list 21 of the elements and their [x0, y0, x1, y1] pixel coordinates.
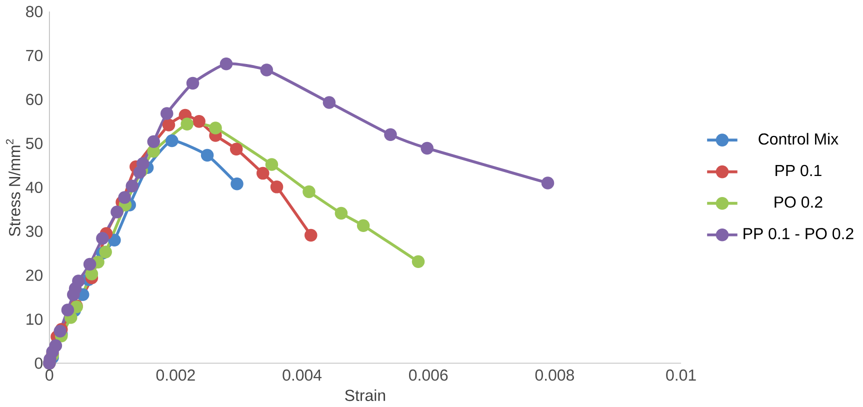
- y-tick-label: 80: [26, 6, 42, 18]
- y-tick-label: 70: [26, 50, 42, 62]
- x-tick-label: 0.002: [156, 369, 195, 381]
- x-tick-label: 0.006: [409, 369, 448, 381]
- legend-label: PP 0.1 - PO 0.2: [744, 228, 854, 240]
- legend-label: Control Mix: [758, 132, 838, 145]
- x-tick-label: 0.004: [282, 369, 322, 381]
- y-tick-label: 30: [26, 226, 42, 237]
- y-tick-label: 50: [26, 138, 42, 150]
- y-axis-title: Stress N/mm$^{2}$: [6, 139, 20, 236]
- y-tick-label: 10: [26, 314, 42, 325]
- x-tick-label: 0.01: [666, 369, 696, 381]
- legend-label: PO 0.2: [774, 196, 822, 208]
- y-tick-label: 60: [26, 94, 42, 106]
- legend-label: PP 0.1: [776, 164, 822, 176]
- y-tick-label: 0: [34, 358, 42, 369]
- y-tick-label: 20: [26, 270, 42, 281]
- x-tick-label: 0: [46, 369, 54, 381]
- x-tick-label: 0.008: [535, 369, 574, 381]
- y-tick-label: 40: [26, 182, 42, 194]
- x-axis-title: Strain: [345, 389, 386, 402]
